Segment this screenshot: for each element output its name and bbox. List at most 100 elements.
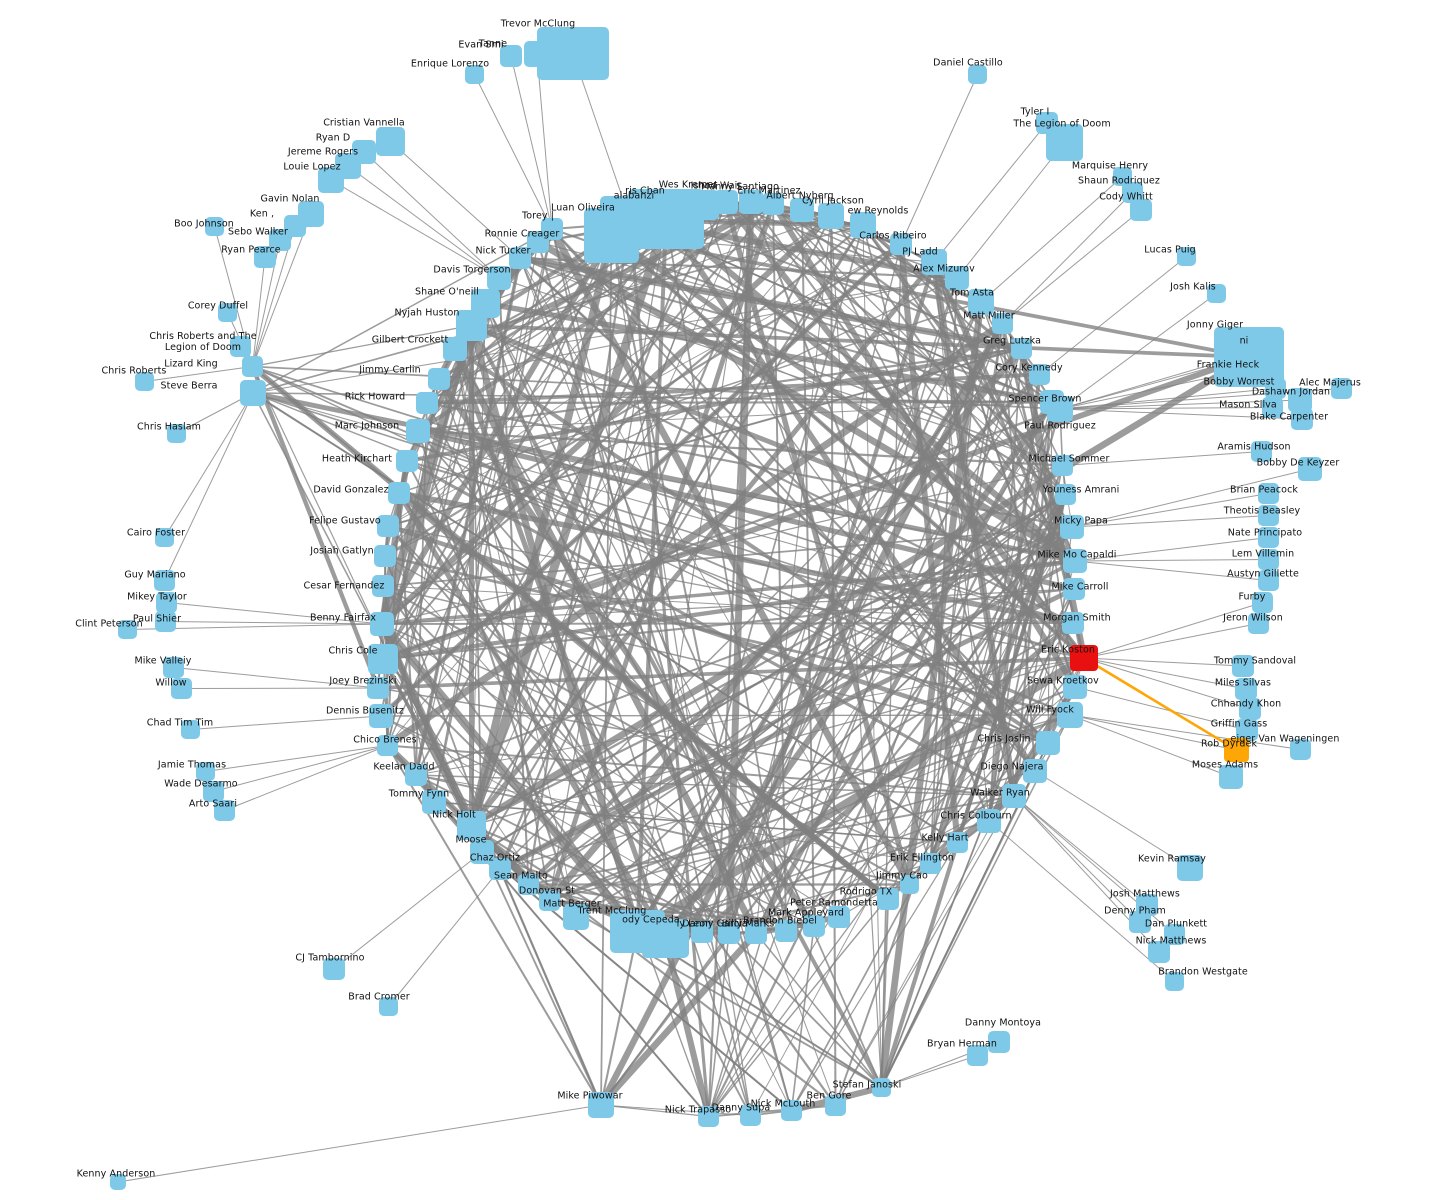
graph-node[interactable] xyxy=(1252,592,1273,613)
graph-node[interactable] xyxy=(1239,698,1261,720)
graph-node[interactable] xyxy=(155,611,176,632)
graph-node[interactable] xyxy=(968,289,994,315)
graph-node[interactable] xyxy=(1265,378,1286,399)
graph-node[interactable] xyxy=(1232,345,1253,366)
graph-node[interactable] xyxy=(135,372,154,391)
graph-node[interactable] xyxy=(1057,702,1083,728)
graph-node[interactable] xyxy=(1258,527,1279,548)
graph-node[interactable] xyxy=(369,704,393,728)
graph-node[interactable] xyxy=(1251,441,1272,462)
graph-node[interactable] xyxy=(790,198,814,222)
graph-node[interactable] xyxy=(518,874,539,895)
graph-node[interactable] xyxy=(406,419,430,443)
graph-node[interactable] xyxy=(465,65,484,84)
graph-node[interactable] xyxy=(1165,972,1184,991)
graph-node[interactable] xyxy=(500,45,522,67)
graph-node[interactable] xyxy=(1113,167,1132,186)
graph-node[interactable] xyxy=(1129,911,1151,933)
graph-node[interactable] xyxy=(1070,645,1098,671)
graph-node[interactable] xyxy=(396,450,418,472)
graph-node[interactable] xyxy=(691,921,713,943)
graph-node[interactable] xyxy=(968,65,987,84)
graph-node[interactable] xyxy=(1063,675,1087,699)
graph-node[interactable] xyxy=(155,528,174,547)
graph-node[interactable] xyxy=(377,735,398,756)
graph-node[interactable] xyxy=(457,811,486,840)
graph-node[interactable] xyxy=(163,657,184,678)
graph-node[interactable] xyxy=(947,832,968,853)
graph-node[interactable] xyxy=(1235,678,1257,700)
graph-node[interactable] xyxy=(118,620,137,639)
graph-node[interactable] xyxy=(372,575,394,597)
graph-node[interactable] xyxy=(203,781,224,802)
graph-node[interactable] xyxy=(1219,765,1243,789)
graph-node[interactable] xyxy=(379,997,398,1016)
graph-node[interactable] xyxy=(1164,924,1185,945)
graph-node[interactable] xyxy=(872,1078,891,1097)
graph-node[interactable] xyxy=(1262,397,1283,418)
graph-node[interactable] xyxy=(1291,408,1313,430)
graph-node[interactable] xyxy=(1177,855,1203,881)
graph-node[interactable] xyxy=(254,246,276,268)
graph-node[interactable] xyxy=(527,231,549,253)
graph-node[interactable] xyxy=(698,1106,719,1127)
graph-node[interactable] xyxy=(977,809,1001,833)
graph-node[interactable] xyxy=(921,249,947,275)
graph-node[interactable] xyxy=(563,904,589,930)
graph-node[interactable] xyxy=(803,915,825,937)
graph-node[interactable] xyxy=(230,336,251,357)
graph-node[interactable] xyxy=(781,1100,802,1121)
graph-node[interactable] xyxy=(1236,719,1258,741)
graph-node[interactable] xyxy=(1258,549,1279,570)
graph-node[interactable] xyxy=(1055,484,1076,505)
graph-node[interactable] xyxy=(242,356,263,377)
graph-node[interactable] xyxy=(370,612,394,636)
graph-node[interactable] xyxy=(1177,247,1196,266)
graph-node[interactable] xyxy=(367,677,389,699)
graph-node[interactable] xyxy=(154,570,175,591)
graph-node[interactable] xyxy=(1224,738,1249,762)
graph-node[interactable] xyxy=(718,922,740,944)
graph-node[interactable] xyxy=(1331,378,1352,399)
graph-node[interactable] xyxy=(524,41,550,67)
graph-node[interactable] xyxy=(1063,549,1087,573)
graph-node[interactable] xyxy=(1130,199,1152,221)
graph-node[interactable] xyxy=(877,888,899,910)
graph-node[interactable] xyxy=(181,720,200,739)
graph-node[interactable] xyxy=(110,1174,126,1190)
graph-node[interactable] xyxy=(745,922,767,944)
graph-node[interactable] xyxy=(818,203,844,229)
graph-node[interactable] xyxy=(1122,182,1143,203)
graph-node[interactable] xyxy=(1023,759,1047,783)
graph-node[interactable] xyxy=(376,127,405,156)
graph-node[interactable] xyxy=(1148,941,1170,963)
graph-node[interactable] xyxy=(1290,739,1311,760)
graph-node[interactable] xyxy=(377,515,399,537)
graph-node[interactable] xyxy=(1207,284,1226,303)
graph-node[interactable] xyxy=(1062,612,1084,634)
graph-node[interactable] xyxy=(368,644,398,674)
graph-node[interactable] xyxy=(487,266,511,290)
graph-node[interactable] xyxy=(1229,361,1250,382)
graph-node[interactable] xyxy=(739,190,763,214)
graph-node[interactable] xyxy=(405,764,427,786)
graph-node[interactable] xyxy=(588,1092,614,1118)
graph-node[interactable] xyxy=(1046,124,1083,161)
graph-node[interactable] xyxy=(920,853,941,874)
graph-node[interactable] xyxy=(240,380,266,406)
graph-node[interactable] xyxy=(1258,570,1279,591)
graph-node[interactable] xyxy=(1063,578,1085,600)
graph-node[interactable] xyxy=(1060,515,1084,539)
graph-node[interactable] xyxy=(714,190,738,214)
graph-node[interactable] xyxy=(740,1105,761,1126)
graph-node[interactable] xyxy=(642,919,689,958)
graph-node[interactable] xyxy=(218,303,237,322)
graph-node[interactable] xyxy=(456,310,487,341)
graph-node[interactable] xyxy=(416,392,438,414)
graph-node[interactable] xyxy=(584,208,639,263)
graph-node[interactable] xyxy=(1040,390,1064,414)
graph-node[interactable] xyxy=(828,906,850,928)
graph-node[interactable] xyxy=(489,858,511,880)
graph-node[interactable] xyxy=(323,958,345,980)
graph-node[interactable] xyxy=(988,1031,1010,1053)
